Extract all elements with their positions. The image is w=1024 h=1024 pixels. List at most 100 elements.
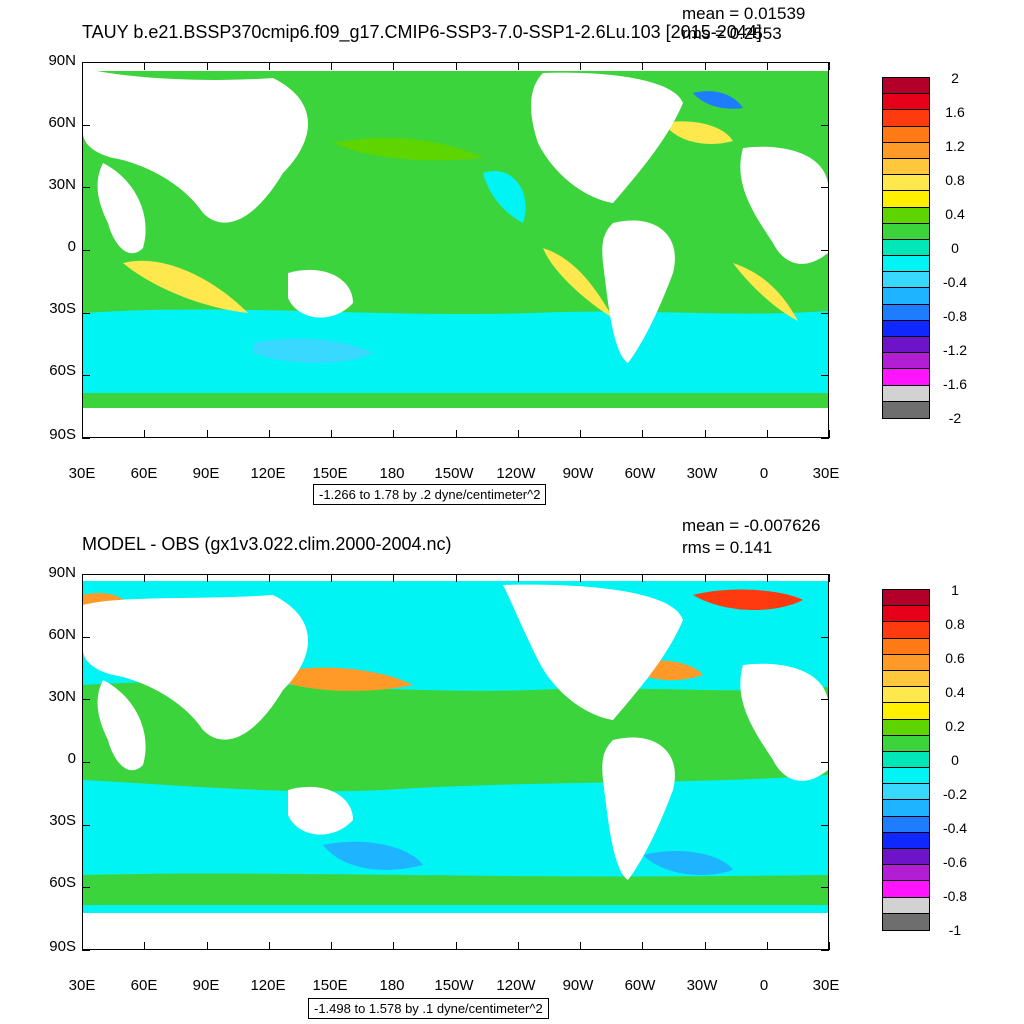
top-lat-tick: [82, 312, 90, 314]
bottom-colorbar-swatch-5: [883, 670, 929, 688]
bottom-lon-tick: [766, 574, 768, 582]
bottom-lon-label-4: 150E: [312, 977, 348, 994]
top-lat-label-4: 30S: [49, 300, 76, 317]
bottom-lat-tick: [821, 950, 829, 951]
bottom-lon-label-1: 60E: [130, 977, 158, 994]
top-lon-label-11: 0: [759, 465, 769, 482]
bottom-lon-tick: [206, 942, 208, 950]
top-high-seatlantic: [733, 263, 798, 321]
bottom-colorbar-swatch-16: [883, 849, 929, 866]
bottom-lat-tick: [82, 950, 90, 951]
bottom-land-antarctica: [83, 913, 828, 949]
top-high-sepacific: [543, 248, 613, 318]
top-band-npacific: [333, 138, 483, 161]
top-lat-label-6: 90S: [49, 426, 76, 443]
bottom-lon-tick: [144, 942, 146, 950]
top-colorbar-swatch-14: [883, 304, 929, 321]
top-cbar-label-5: 0: [951, 240, 959, 256]
bottom-lon-tick: [331, 574, 332, 582]
top-colorbar-swatch-11: [883, 256, 929, 273]
top-lon-tick: [580, 430, 581, 438]
bottom-lon-tick: [393, 942, 395, 950]
top-colorbar-swatch-2: [883, 110, 929, 127]
top-cbar-label-1: 1.6: [945, 104, 965, 120]
top-lat-tick: [82, 438, 90, 439]
bottom-info-box: -1.498 to 1.578 by .1 dyne/centimeter^2: [308, 998, 549, 1019]
top-cbar-label-2: 1.2: [945, 138, 965, 154]
bottom-land-samerica: [602, 737, 675, 880]
bottom-colorbar-swatch-0: [883, 590, 929, 607]
bottom-cbar-label-2: 0.6: [945, 650, 965, 666]
bottom-cbar-label-3: 0.4: [945, 684, 965, 700]
bottom-lon-label-7: 120W: [496, 977, 536, 994]
top-land-australia: [288, 269, 353, 318]
top-panel: mean = 0.01539 rms = 0.2553 TAUY b.e21.B…: [48, 4, 968, 505]
bottom-lon-label-12: 30E: [812, 977, 840, 994]
bottom-lon-label-2: 90E: [192, 977, 220, 994]
bottom-cbar-label-7: -0.4: [942, 820, 968, 836]
bottom-lon-tick: [517, 942, 519, 950]
top-lat-tick: [821, 375, 829, 377]
top-lon-label-9: 60W: [624, 465, 656, 482]
top-cbar-label-6: -0.4: [942, 274, 968, 290]
bottom-cbar-label-5: 0: [951, 752, 959, 768]
bottom-map-svg: [83, 575, 828, 949]
bottom-colorbar-swatch-19: [883, 897, 929, 914]
top-southern-band: [83, 309, 828, 393]
top-lon-tick: [642, 62, 644, 70]
bottom-lon-label-8: 90W: [562, 977, 594, 994]
bottom-lat-tick: [821, 636, 829, 638]
bottom-lat-tick: [821, 887, 829, 889]
top-lon-tick: [766, 62, 768, 70]
top-colorbar-swatch-9: [883, 223, 929, 240]
bottom-colorbar-swatch-2: [883, 622, 929, 639]
top-colorbar: [882, 77, 930, 419]
bottom-lon-label-10: 30W: [686, 977, 718, 994]
bottom-lon-tick: [82, 942, 83, 950]
top-colorbar-swatch-3: [883, 126, 929, 143]
bottom-panel: mean = -0.007626 rms = 0.141 MODEL - OBS…: [0, 512, 1024, 1024]
top-lat-tick: [821, 250, 829, 251]
bottom-lon-tick: [580, 574, 581, 582]
top-high-natlantic: [663, 121, 733, 144]
bottom-colorbar-swatch-6: [883, 687, 929, 704]
top-lon-label-1: 60E: [130, 465, 158, 482]
top-lon-tick: [206, 62, 208, 70]
top-cbar-label-3: 0.8: [945, 172, 965, 188]
top-lat-label-3: 0: [67, 238, 76, 255]
bottom-title: MODEL - OBS (gx1v3.022.clim.2000-2004.nc…: [82, 534, 452, 554]
top-lat-tick: [821, 124, 829, 126]
top-land-samerica: [602, 220, 675, 363]
bottom-lon-label-3: 120E: [250, 977, 286, 994]
top-lon-tick: [331, 430, 332, 438]
top-lat-tick: [821, 438, 829, 439]
top-colorbar-swatch-5: [883, 158, 929, 176]
bottom-pos-greenland: [693, 589, 803, 611]
top-lon-tick: [766, 430, 768, 438]
top-lon-tick: [393, 430, 395, 438]
bottom-lat-label-6: 90S: [49, 938, 76, 955]
bottom-lon-label-11: 0: [759, 977, 769, 994]
top-lon-tick: [455, 62, 457, 70]
bottom-lon-tick: [393, 574, 395, 582]
bottom-lat-label-1: 60N: [48, 626, 76, 643]
top-lat-tick: [821, 312, 829, 314]
bottom-colorbar-swatch-14: [883, 816, 929, 833]
top-lon-tick: [393, 62, 395, 70]
top-lat-tick: [821, 62, 829, 63]
top-lon-label-10: 30W: [686, 465, 718, 482]
top-lon-tick: [331, 62, 332, 70]
top-lon-tick: [517, 430, 519, 438]
bottom-colorbar-swatch-9: [883, 735, 929, 752]
bottom-colorbar-swatch-10: [883, 751, 929, 769]
top-lat-label-1: 60N: [48, 114, 76, 131]
bottom-land-eurasia: [83, 595, 308, 740]
top-info-box: -1.266 to 1.78 by .2 dyne/centimeter^2: [313, 484, 547, 505]
top-cbar-label-4: 0.4: [945, 206, 965, 222]
top-lat-label-5: 60S: [49, 362, 76, 379]
bottom-lat-label-2: 30N: [48, 688, 76, 705]
top-mean: mean = 0.01539: [682, 4, 806, 23]
bottom-cbar-label-10: -1: [948, 922, 962, 938]
bottom-lon-tick: [455, 942, 457, 950]
top-lon-label-5: 180: [379, 465, 405, 482]
